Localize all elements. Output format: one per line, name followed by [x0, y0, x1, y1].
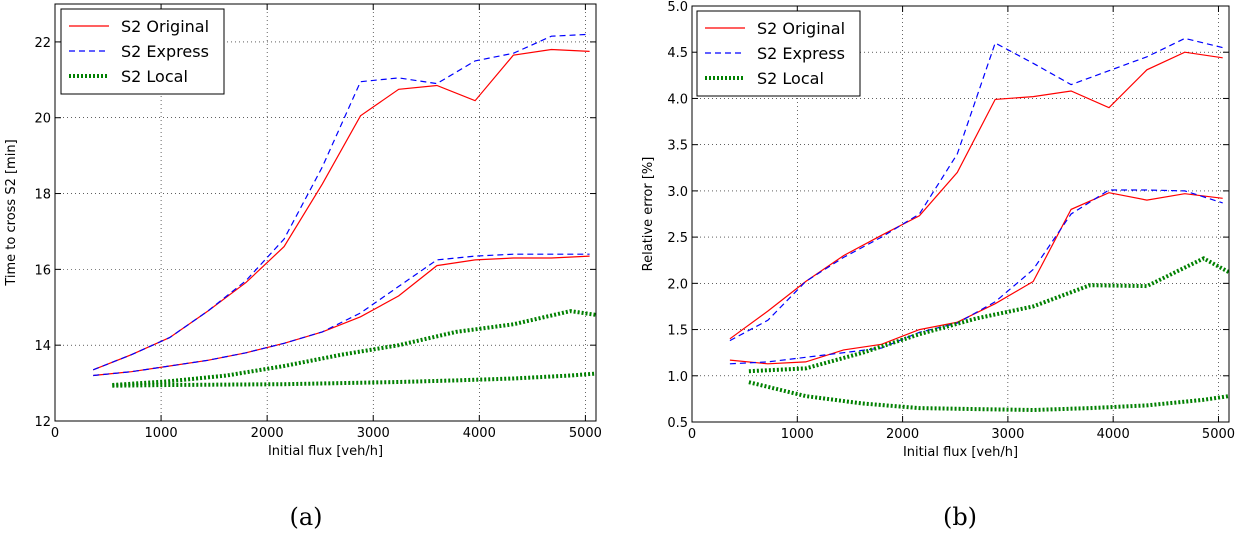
- y-tick-label: 18: [34, 188, 51, 203]
- y-tick-label: 12: [34, 415, 51, 430]
- y-tick-label: 14: [34, 339, 51, 354]
- x-axis-label: Initial flux [veh/h]: [268, 444, 383, 459]
- plot-frame: [691, 5, 1230, 423]
- series-group: [92, 33, 596, 388]
- x-tick-label: 5000: [569, 426, 602, 441]
- y-tick-label: 0.5: [667, 416, 688, 431]
- y-axis-label: Relative error [%]: [641, 157, 656, 272]
- y-tick-label: 3.0: [667, 185, 688, 200]
- y-tick-label: 2.0: [667, 277, 688, 292]
- y-axis-label: Time to cross S2 [min]: [4, 139, 19, 286]
- y-tick-label: 4.0: [667, 92, 688, 107]
- y-tick-label: 22: [34, 36, 51, 51]
- series-line: [112, 371, 596, 388]
- x-axis-label: Initial flux [veh/h]: [903, 445, 1018, 460]
- x-tick-label: 3000: [357, 426, 390, 441]
- y-tick-label: 4.5: [667, 46, 688, 61]
- x-tick-label: 0: [688, 427, 696, 442]
- panel-caption: (a): [289, 503, 322, 531]
- x-tick-label: 0: [51, 426, 59, 441]
- series-line: [112, 309, 596, 387]
- series-line: [92, 48, 590, 371]
- legend: S2 Original S2 Express S2 Local: [696, 10, 861, 97]
- legend-label: S2 Express: [121, 42, 209, 61]
- legend-box: [696, 10, 861, 97]
- chart-panel-0: 0 1000 2000 3000 4000 5000 12 14 16 18 20 22 Initial…: [4, 3, 602, 531]
- series-line: [748, 256, 1229, 374]
- panel-caption: (b): [943, 503, 977, 531]
- legend-label: S2 Local: [121, 67, 188, 86]
- series-line: [93, 255, 590, 377]
- legend-box: [60, 8, 225, 95]
- x-tick-label: 2000: [886, 427, 919, 442]
- x-tick-label: 4000: [1097, 427, 1130, 442]
- plot-frame: [54, 3, 597, 422]
- series-line: [92, 33, 590, 371]
- x-tick-label: 1000: [781, 427, 814, 442]
- series-group: [729, 37, 1229, 413]
- x-tick-label: 1000: [145, 426, 178, 441]
- x-tick-label: 4000: [463, 426, 496, 441]
- y-tick-label: 3.5: [667, 139, 688, 154]
- x-tick-label: 5000: [1202, 427, 1235, 442]
- series-line: [729, 37, 1223, 342]
- x-tick-label: 2000: [251, 426, 284, 441]
- series-line: [93, 253, 590, 377]
- y-tick-label: 20: [34, 112, 51, 127]
- series-line: [729, 189, 1223, 365]
- legend-label: S2 Express: [757, 44, 845, 63]
- y-tick-label: 1.5: [667, 324, 688, 339]
- y-tick-label: 2.5: [667, 231, 688, 246]
- legend-label: S2 Original: [121, 17, 209, 36]
- y-tick-label: 16: [34, 263, 51, 278]
- y-tick-label: 1.0: [667, 370, 688, 385]
- series-line: [729, 192, 1223, 365]
- y-tick-label: 5.0: [667, 0, 688, 15]
- series-line: [748, 380, 1229, 413]
- x-tick-label: 3000: [991, 427, 1024, 442]
- legend-label: S2 Original: [757, 19, 845, 38]
- legend: S2 Original S2 Express S2 Local: [60, 8, 225, 95]
- chart-panel-1: 0 1000 2000 3000 4000 5000 0.5 1.0 1.5 2.0 2.5 3.0 3…: [641, 0, 1235, 531]
- legend-label: S2 Local: [757, 69, 824, 88]
